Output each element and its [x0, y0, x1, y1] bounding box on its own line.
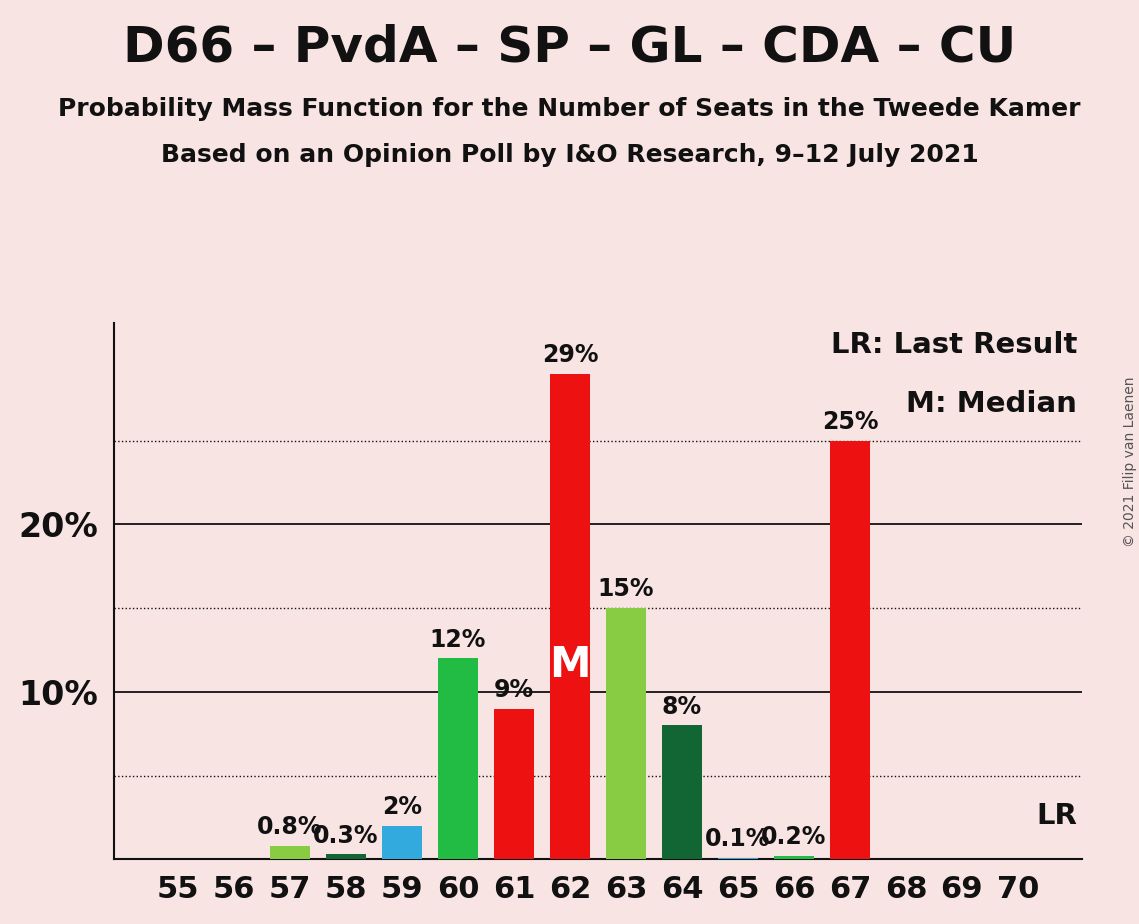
- Text: 12%: 12%: [429, 627, 486, 651]
- Text: © 2021 Filip van Laenen: © 2021 Filip van Laenen: [1123, 377, 1137, 547]
- Text: 9%: 9%: [494, 678, 534, 702]
- Text: 29%: 29%: [542, 343, 598, 367]
- Text: 25%: 25%: [821, 410, 878, 434]
- Text: 8%: 8%: [662, 695, 702, 719]
- Text: LR: LR: [1036, 802, 1077, 830]
- Text: 15%: 15%: [598, 578, 654, 602]
- Text: 0.1%: 0.1%: [705, 827, 771, 851]
- Bar: [437, 658, 478, 859]
- Text: 0.3%: 0.3%: [313, 823, 379, 847]
- Bar: [326, 855, 366, 859]
- Text: LR: Last Result: LR: Last Result: [830, 332, 1077, 359]
- Bar: [662, 725, 702, 859]
- Bar: [494, 709, 534, 859]
- Text: 0.2%: 0.2%: [761, 825, 827, 849]
- Bar: [382, 826, 423, 859]
- Text: M: M: [549, 644, 591, 686]
- Bar: [550, 373, 590, 859]
- Text: M: Median: M: Median: [907, 391, 1077, 419]
- Text: 0.8%: 0.8%: [257, 815, 322, 839]
- Bar: [718, 857, 759, 859]
- Bar: [270, 846, 310, 859]
- Text: 2%: 2%: [382, 796, 423, 820]
- Bar: [773, 856, 814, 859]
- Bar: [606, 608, 646, 859]
- Text: D66 – PvdA – SP – GL – CDA – CU: D66 – PvdA – SP – GL – CDA – CU: [123, 23, 1016, 71]
- Text: Probability Mass Function for the Number of Seats in the Tweede Kamer: Probability Mass Function for the Number…: [58, 97, 1081, 121]
- Bar: [830, 441, 870, 859]
- Text: Based on an Opinion Poll by I&O Research, 9–12 July 2021: Based on an Opinion Poll by I&O Research…: [161, 143, 978, 167]
